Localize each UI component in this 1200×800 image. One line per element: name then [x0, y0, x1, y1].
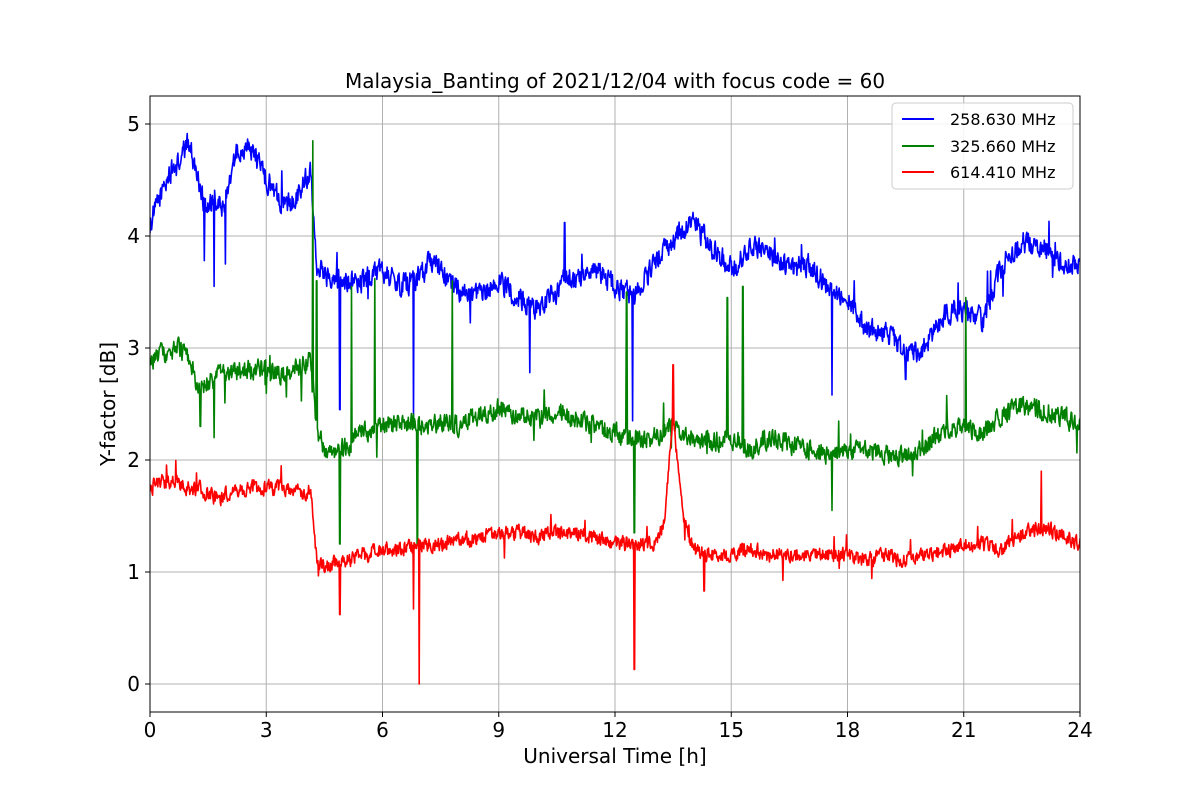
- x-tick-label: 18: [835, 718, 860, 742]
- series-325-line: [150, 140, 1080, 545]
- legend-label-258: 258.630 MHz: [950, 110, 1055, 129]
- y-tick-label: 5: [127, 112, 140, 136]
- x-tick-label: 3: [260, 718, 273, 742]
- x-tick-label: 21: [951, 718, 976, 742]
- plot-data-area: [150, 132, 1080, 685]
- y-tick-label: 4: [127, 224, 140, 248]
- legend: 258.630 MHz 325.660 MHz 614.410 MHz: [891, 102, 1074, 190]
- y-tick-label: 3: [127, 336, 140, 360]
- chart-title: Malaysia_Banting of 2021/12/04 with focu…: [345, 69, 885, 93]
- legend-label-325: 325.660 MHz: [950, 137, 1055, 156]
- series-layer: [150, 132, 1080, 685]
- y-tick-label: 2: [127, 448, 140, 472]
- x-tick-label: 24: [1067, 718, 1092, 742]
- y-tick-label: 0: [127, 672, 140, 696]
- y-tick-label: 1: [127, 560, 140, 584]
- x-axis-label: Universal Time [h]: [523, 744, 706, 768]
- x-tick-label: 15: [719, 718, 744, 742]
- x-tick-label: 0: [144, 718, 157, 742]
- legend-label-614: 614.410 MHz: [950, 163, 1055, 182]
- y-axis-label: Y-factor [dB]: [96, 342, 120, 467]
- legend-box: [891, 102, 1074, 190]
- y-axis-ticks: 0 1 2 3 4 5: [127, 112, 150, 696]
- x-tick-label: 9: [492, 718, 505, 742]
- x-tick-label: 12: [602, 718, 627, 742]
- series-614-line: [150, 363, 1080, 685]
- series-258-line: [150, 132, 1080, 422]
- x-tick-label: 6: [376, 718, 389, 742]
- x-axis-ticks: 0 3 6 9 12 15 18 21 24: [144, 712, 1093, 742]
